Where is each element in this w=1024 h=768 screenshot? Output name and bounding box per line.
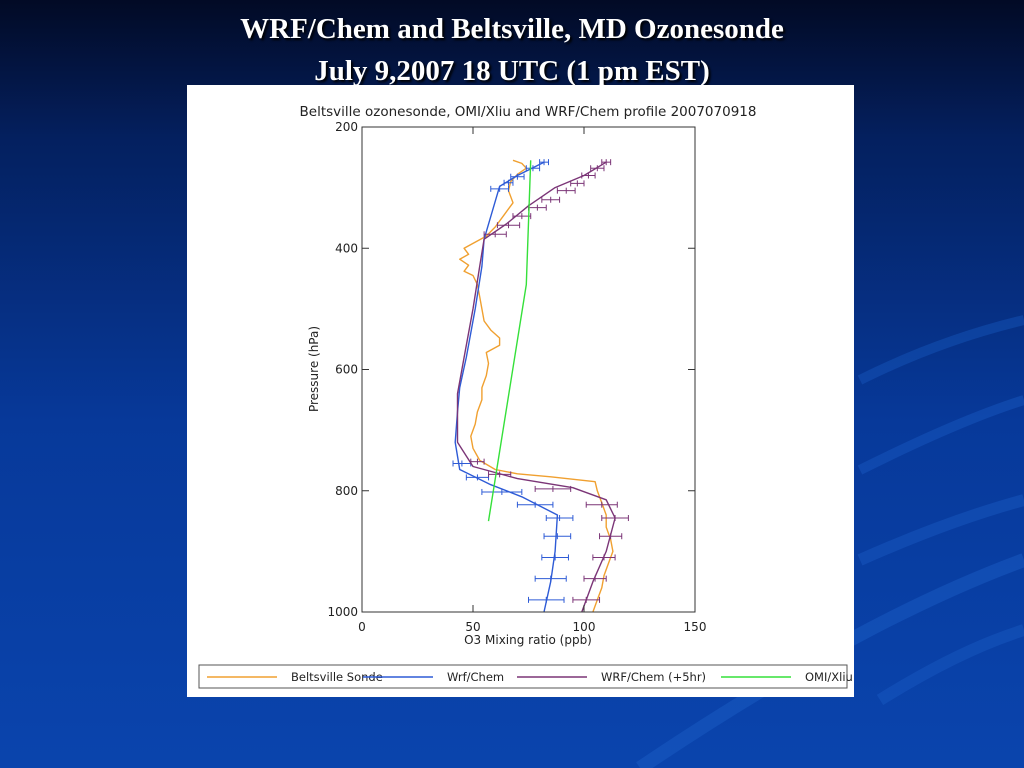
error-bar-wrf-chem-5hr — [572, 596, 601, 603]
series-line-wrf-chem-5hr — [456, 161, 616, 613]
error-bar-wrf-chem — [539, 159, 549, 166]
slide-title: WRF/Chem and Beltsville, MD Ozonesonde J… — [0, 8, 1024, 92]
error-bar-wrf-chem-5hr — [599, 533, 623, 540]
x-tick-label: 150 — [684, 620, 707, 634]
ozone-profile-chart: Beltsville ozonesonde, OMI/Xliu and WRF/… — [198, 104, 853, 689]
y-tick-label: 400 — [335, 241, 358, 255]
error-bar-wrf-chem-5hr — [601, 159, 612, 166]
error-bar-wrf-chem — [465, 474, 490, 481]
y-tick-label: 200 — [335, 120, 358, 134]
x-tick-label: 100 — [573, 620, 596, 634]
error-bar-wrf-chem — [503, 179, 514, 186]
error-bar-wrf-chem — [481, 488, 523, 495]
series-line-wrf-chem — [454, 161, 559, 613]
error-bar-wrf-chem-5hr — [488, 471, 512, 478]
error-bar-wrf-chem — [452, 460, 472, 467]
chart-title: Beltsville ozonesonde, OMI/Xliu and WRF/… — [300, 104, 757, 120]
legend-item-wrf-chem: Wrf/Chem — [363, 670, 504, 684]
error-bar-wrf-chem-5hr — [512, 213, 532, 220]
slide-title-line1: WRF/Chem and Beltsville, MD Ozonesonde — [240, 13, 784, 45]
x-axis-label: O3 Mixing ratio (ppb) — [464, 633, 592, 647]
error-bar-wrf-chem — [510, 173, 525, 180]
error-bar-wrf-chem-5hr — [496, 222, 521, 229]
legend-item-beltsville-sonde: Beltsville Sonde — [207, 670, 383, 684]
error-bar-wrf-chem-5hr — [570, 180, 585, 187]
y-tick-label: 1000 — [327, 605, 358, 619]
error-bar-wrf-chem — [516, 501, 554, 508]
plot-frame — [361, 126, 696, 613]
error-bar-wrf-chem — [543, 533, 572, 540]
series-line-omi-xliu — [487, 160, 532, 522]
chart-legend: Beltsville Sonde Wrf/Chem WRF/Chem (+5hr) O… — [198, 664, 853, 689]
slide-title-line2: July 9,2007 18 UTC (1 pm EST) — [314, 55, 710, 87]
error-bar-wrf-chem-5hr — [601, 515, 629, 522]
error-bar-wrf-chem-5hr — [541, 196, 561, 203]
error-bar-wrf-chem-5hr — [581, 172, 596, 179]
error-bar-wrf-chem — [525, 165, 541, 172]
error-bar-wrf-chem-5hr — [483, 231, 507, 238]
error-bar-wrf-chem-5hr — [585, 501, 618, 508]
legend-label: WRF/Chem (+5hr) — [601, 670, 706, 684]
error-bar-wrf-chem — [490, 185, 510, 192]
legend-label: Beltsville Sonde — [291, 670, 383, 684]
legend-items: Beltsville Sonde Wrf/Chem WRF/Chem (+5hr) O… — [207, 670, 853, 684]
error-bar-wrf-chem-5hr — [528, 204, 547, 211]
x-tick-label: 50 — [465, 620, 480, 634]
error-bar-wrf-chem — [528, 596, 565, 603]
error-bar-wrf-chem — [534, 575, 567, 582]
x-tick-label: 0 — [358, 620, 366, 634]
error-bar-wrf-chem-5hr — [590, 165, 605, 172]
y-tick-label: 800 — [335, 484, 358, 498]
legend-label: OMI/Xliu — [805, 670, 853, 684]
error-bar-wrf-chem-5hr — [583, 575, 607, 582]
error-bar-wrf-chem-5hr — [534, 485, 572, 492]
error-bar-wrf-chem-5hr — [470, 458, 485, 465]
legend-item-wrf-chem-5hr: WRF/Chem (+5hr) — [517, 670, 706, 684]
legend-label: Wrf/Chem — [447, 670, 504, 684]
y-tick-label: 600 — [335, 363, 358, 377]
error-bar-wrf-chem-5hr — [556, 187, 576, 194]
series-line-beltsville-sonde — [459, 159, 614, 613]
y-axis-label: Pressure (hPa) — [307, 326, 321, 412]
figure-panel: Beltsville ozonesonde, OMI/Xliu and WRF/… — [187, 85, 854, 697]
error-bar-wrf-chem — [545, 515, 574, 522]
plot-area — [452, 159, 629, 613]
error-bar-wrf-chem — [541, 554, 569, 561]
legend-item-omi-xliu: OMI/Xliu — [721, 670, 853, 684]
axis-ticks: 0 50 100 150 200 400 600 800 1000 — [327, 120, 706, 634]
error-bar-wrf-chem-5hr — [592, 554, 616, 561]
